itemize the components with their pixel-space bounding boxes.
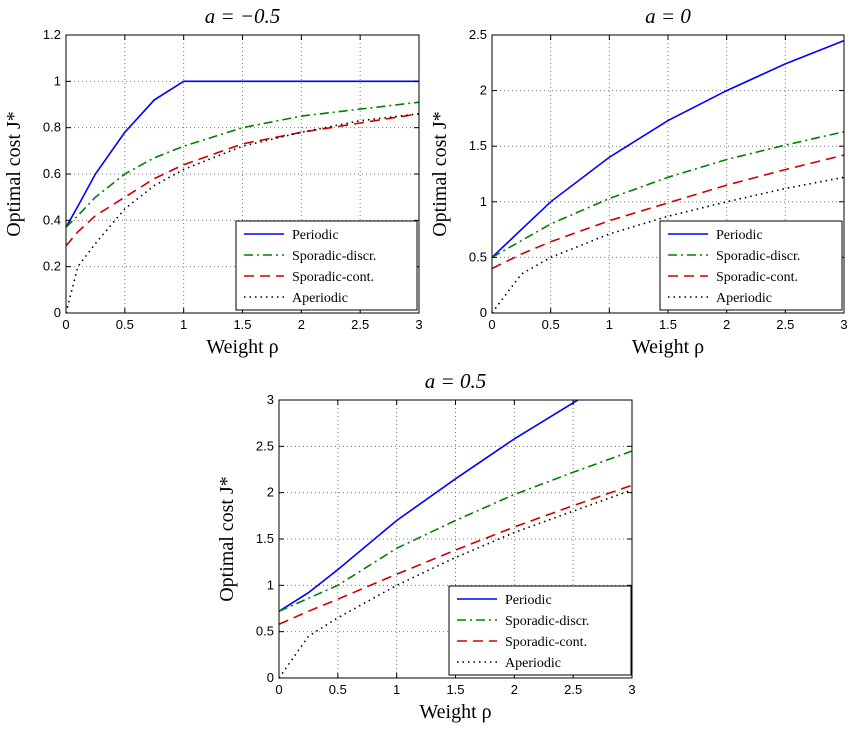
y-tick-label: 2 (267, 485, 274, 500)
x-tick-label: 3 (415, 317, 422, 332)
x-tick-label: 2 (298, 317, 305, 332)
y-tick-label: 0 (54, 305, 61, 320)
y-tick-label: 0.4 (43, 212, 61, 227)
y-axis-label: Optimal cost J* (429, 111, 451, 237)
legend-label: Periodic (716, 228, 763, 243)
series-line-aperiodic (492, 176, 844, 313)
series-line-sporadic-discr (492, 130, 844, 259)
legend-label: Sporadic-discr. (505, 614, 589, 629)
y-tick-label: 1 (480, 194, 487, 209)
legend-label: Aperiodic (505, 656, 561, 671)
legend-label: Sporadic-cont. (292, 270, 374, 285)
y-tick-label: 2 (480, 83, 487, 98)
legend: Periodic Sporadic-discr. Sporadic-cont. Ape… (448, 585, 632, 676)
series-line-sporadic-cont (492, 154, 844, 270)
series-line-sporadic-discr (279, 450, 632, 613)
legend-label: Sporadic-cont. (716, 270, 798, 285)
legend: Periodic Sporadic-discr. Sporadic-cont. Ape… (659, 220, 843, 311)
series-line-periodic (279, 400, 580, 612)
legend-box (448, 585, 632, 676)
series-line-aperiodic (66, 113, 419, 313)
series-line-sporadic-cont (66, 113, 419, 247)
x-tick-label: 3 (840, 317, 847, 332)
legend: Periodic Sporadic-discr. Sporadic-cont. Ape… (235, 220, 418, 311)
x-tick-label: 3 (628, 682, 635, 697)
chart-title: a = −0.5 (205, 4, 281, 28)
x-axis-label: Weight ρ (206, 336, 278, 358)
series-line-periodic (492, 39, 844, 258)
y-tick-label: 0.5 (469, 249, 487, 264)
x-tick-label: 1 (606, 317, 613, 332)
x-tick-label: 0.5 (542, 317, 560, 332)
chart-panel: 0 0.5 1 1.5 2 2.5 3 0 0.2 0.4 0.6 0.8 1 1.2 a = −0.5 We… (3, 4, 423, 358)
x-axis-label: Weight ρ (632, 336, 704, 358)
x-tick-label: 1.5 (659, 317, 677, 332)
legend-label: Sporadic-discr. (292, 249, 376, 264)
y-tick-label: 0 (480, 305, 487, 320)
x-tick-label: 2.5 (351, 317, 369, 332)
x-tick-label: 0 (488, 317, 495, 332)
y-tick-label: 3 (267, 392, 274, 407)
legend-label: Periodic (505, 593, 552, 608)
y-axis-label: Optimal cost J* (3, 111, 25, 237)
x-tick-label: 0 (62, 317, 69, 332)
y-tick-label: 1 (54, 73, 61, 88)
y-tick-label: 1.2 (43, 27, 61, 42)
y-tick-label: 0.6 (43, 166, 61, 181)
x-tick-label: 1.5 (446, 682, 464, 697)
x-tick-label: 1.5 (233, 317, 251, 332)
x-tick-label: 0.5 (329, 682, 347, 697)
y-tick-label: 1.5 (469, 138, 487, 153)
y-tick-label: 0.5 (256, 624, 274, 639)
x-tick-label: 2 (723, 317, 730, 332)
y-tick-label: 0.8 (43, 120, 61, 135)
series-line-periodic (66, 80, 419, 228)
chart-title: a = 0.5 (425, 369, 486, 393)
chart-panel: 0 0.5 1 1.5 2 2.5 3 0 0.5 1 1.5 2 2.5 3 a = 0.5 Weight … (216, 369, 636, 723)
series-line-sporadic-discr (66, 101, 419, 228)
x-tick-label: 1 (180, 317, 187, 332)
y-axis-label: Optimal cost J* (216, 476, 238, 602)
x-axis-label: Weight ρ (419, 701, 491, 723)
legend-box (659, 220, 843, 311)
legend-label: Periodic (292, 228, 339, 243)
legend-label: Sporadic-cont. (505, 635, 587, 650)
y-tick-label: 1 (267, 577, 274, 592)
chart-panel: 0 0.5 1 1.5 2 2.5 3 0 0.5 1 1.5 2 2.5 a = 0 Weight ρ Op… (429, 4, 848, 358)
x-tick-label: 0 (275, 682, 282, 697)
x-tick-label: 0.5 (116, 317, 134, 332)
x-tick-label: 2.5 (564, 682, 582, 697)
chart-title: a = 0 (645, 4, 691, 28)
y-tick-label: 2.5 (256, 438, 274, 453)
series-line-sporadic-cont (279, 484, 632, 626)
y-tick-label: 1.5 (256, 531, 274, 546)
legend-label: Sporadic-discr. (716, 249, 800, 264)
legend-box (235, 220, 418, 311)
x-tick-label: 1 (393, 682, 400, 697)
y-tick-label: 0.2 (43, 259, 61, 274)
y-tick-label: 2.5 (469, 27, 487, 42)
legend-label: Aperiodic (292, 291, 348, 306)
x-tick-label: 2.5 (776, 317, 794, 332)
y-tick-label: 0 (267, 670, 274, 685)
x-tick-label: 2 (511, 682, 518, 697)
legend-label: Aperiodic (716, 291, 772, 306)
